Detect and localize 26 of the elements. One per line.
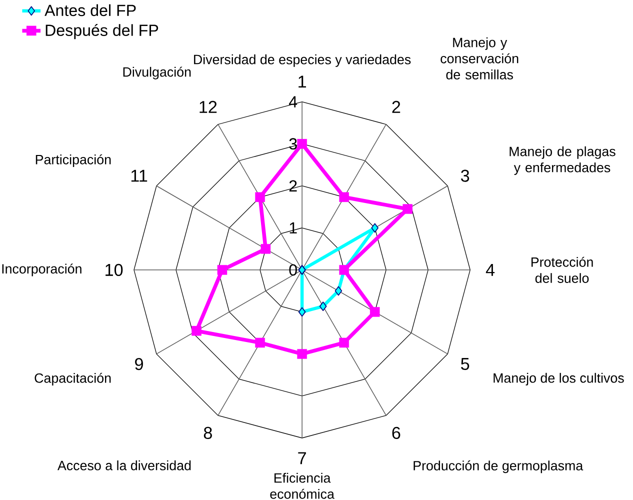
spoke-label: Eficiencia económica: [270, 472, 334, 499]
text: 3: [460, 170, 470, 182]
spoke-label: Protección del suelo: [531, 256, 593, 284]
text: 4: [486, 264, 495, 276]
spoke-label: Manejo de los cultivos: [494, 372, 624, 386]
text: 7: [298, 452, 306, 464]
text: 6: [392, 426, 400, 440]
text: 12: [200, 100, 217, 113]
text: 8: [204, 426, 212, 440]
text: 9: [135, 358, 143, 370]
text: 10: [106, 264, 123, 276]
text: 11: [131, 170, 148, 182]
spoke-label: Manejo de plagas y enfermedades: [510, 146, 616, 175]
spoke-label: Manejo y conservación de semillas: [440, 37, 518, 80]
text: 5: [461, 358, 470, 370]
spoke-label: Producción de germoplasma: [414, 460, 584, 474]
spoke-label: Incorporación: [2, 264, 82, 276]
text: 1: [298, 76, 306, 88]
spoke-label: Capacitación: [34, 372, 111, 386]
legend-label: Antes del FP: [44, 4, 136, 16]
spoke-label: Acceso a la diversidad: [57, 460, 191, 470]
spoke-label: Diversidad de especies y variedades: [194, 54, 411, 67]
legend-label: Después del FP: [46, 24, 158, 40]
text: 2: [392, 100, 400, 113]
spoke-label: Participación: [36, 154, 111, 168]
spoke-label: Divulgación: [123, 66, 191, 80]
